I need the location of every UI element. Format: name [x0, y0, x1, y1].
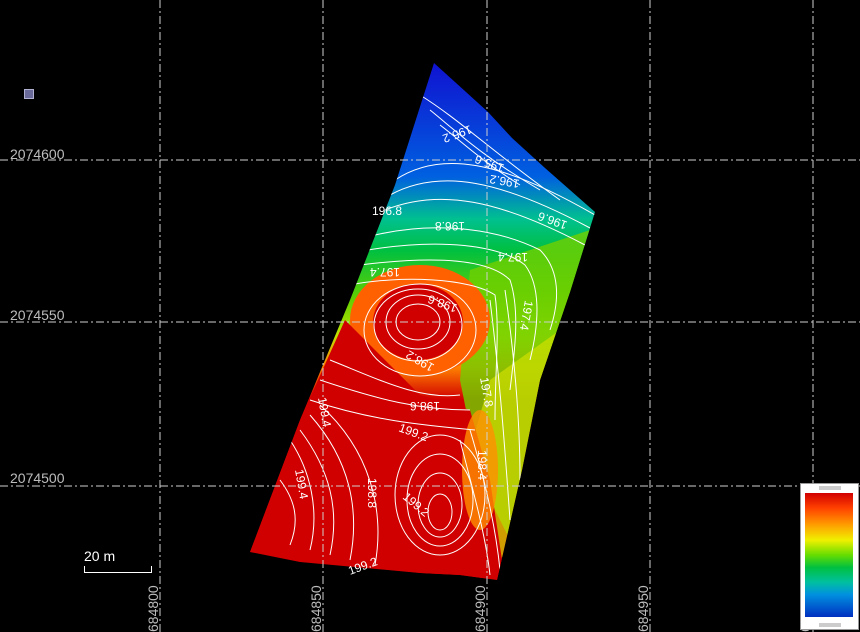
layer-toggle-square-icon[interactable]	[24, 89, 34, 99]
legend-min-marker	[819, 623, 841, 627]
easting-label: 684950	[635, 585, 651, 632]
scale-bar-label: 20 m	[84, 548, 116, 564]
scale-bar: 20 m	[84, 548, 152, 573]
contour-label: 197.4	[498, 250, 528, 264]
scale-bar-line	[84, 566, 152, 573]
easting-label: 684800	[145, 585, 161, 632]
northing-label: 2074550	[10, 307, 65, 323]
easting-label: 684850	[308, 585, 324, 632]
contour-label: 196.8	[372, 204, 402, 218]
legend-max-marker	[819, 486, 841, 490]
contour-lines	[279, 94, 595, 576]
contour-label: 199.4	[315, 396, 334, 428]
contour-label: 198.8	[365, 478, 379, 508]
contour-label: 197.4	[517, 299, 536, 331]
easting-label: 684900	[472, 585, 488, 632]
contour-label: 196.2	[488, 172, 520, 191]
legend-color-ramp	[805, 493, 853, 617]
contour-label: 197.8	[477, 376, 496, 408]
contour-label: 197.4	[370, 265, 400, 279]
contour-label: 199.4	[292, 468, 311, 500]
contour-label: 198.4	[475, 450, 489, 480]
contour-label: 196.8	[435, 219, 465, 233]
color-legend[interactable]	[800, 483, 859, 630]
northing-label: 2074600	[10, 146, 65, 162]
northing-label: 2074500	[10, 470, 65, 486]
contour-label: 198.6	[410, 399, 440, 413]
